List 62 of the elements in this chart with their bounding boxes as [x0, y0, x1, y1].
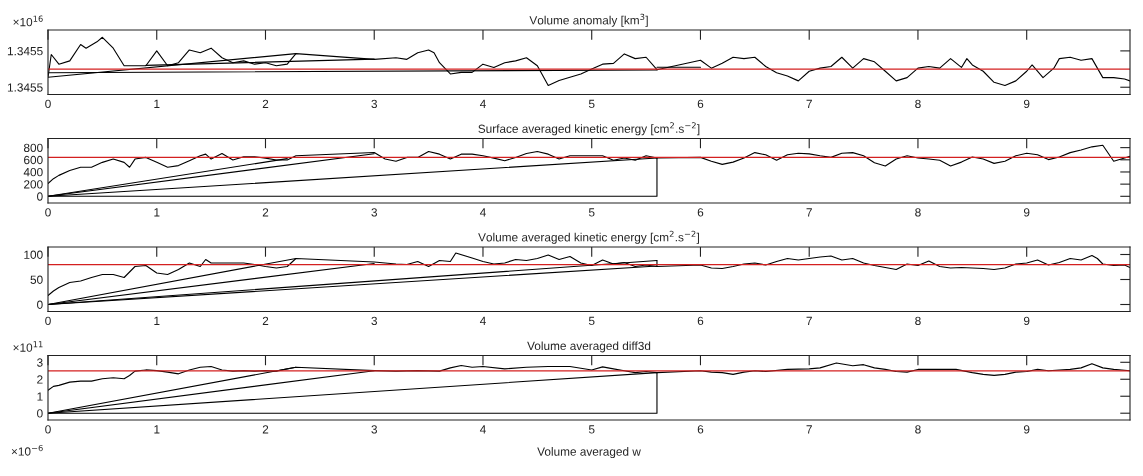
x-tick-label: 3 [371, 99, 377, 109]
x-tick-label: 4 [479, 425, 486, 434]
x-tick-label: 5 [588, 99, 595, 109]
x-tick-label: 9 [1023, 316, 1030, 326]
x-tick-label: 3 [371, 425, 377, 434]
x-tick-label: 4 [479, 99, 486, 108]
y-tick-label: 0 [37, 300, 43, 309]
x-tick-label: 2 [262, 425, 269, 434]
x-tick-label: 7 [806, 208, 812, 217]
x-tick-label: 5 [588, 425, 595, 434]
y-tick-label: 800 [23, 143, 43, 153]
x-tick-label: 7 [806, 99, 812, 108]
y-tick-label: 100 [24, 250, 43, 259]
x-tick-label: 7 [806, 316, 812, 325]
text: ×10$^{−6}$ [11, 444, 43, 456]
x-tick-label: 7 [806, 425, 812, 434]
x-tick-label: 2 [262, 99, 269, 108]
x-tick-label: 5 [588, 316, 595, 326]
x-tick-label: 4 [479, 208, 486, 217]
y-tick-label: 0 [37, 192, 43, 201]
y-tick-label: 400 [23, 168, 43, 177]
x-tick-label: 3 [371, 208, 377, 217]
chart-title: Volume anomaly [km$^{3}$] [529, 13, 648, 27]
x-tick-label: 8 [915, 99, 921, 109]
x-tick-label: 4 [479, 316, 486, 325]
x-tick-label: 9 [1023, 99, 1030, 109]
y-tick-label: 1.3455 [7, 46, 43, 56]
x-tick-label: 8 [915, 316, 921, 326]
x-tick-label: 0 [45, 99, 51, 109]
y-tick-label: 2 [37, 375, 43, 384]
x-tick-label: 9 [1023, 425, 1030, 434]
x-tick-label: 1 [154, 99, 160, 108]
y-tick-label: 1 [37, 392, 43, 401]
x-tick-label: 6 [697, 425, 704, 434]
x-tick-label: 0 [45, 316, 51, 326]
x-tick-label: 3 [371, 316, 377, 326]
x-tick-label: 2 [262, 208, 269, 217]
y-tick-label: 1.3455 [7, 83, 43, 92]
y-tick-label: 3 [37, 358, 43, 367]
x-tick-label: 6 [697, 316, 704, 326]
x-tick-label: 5 [588, 208, 595, 217]
x-tick-label: 1 [154, 208, 160, 217]
x-tick-label: 8 [915, 425, 921, 434]
x-tick-label: 0 [45, 425, 51, 434]
text: ×10$^{11}$ [13, 341, 43, 352]
x-tick-label: 2 [262, 316, 269, 325]
chart-title: Volume averaged diff3d [527, 341, 651, 353]
chart-title: Volume averaged kinetic energy [cm$^{2}$.s$^{−2}$] [478, 230, 699, 244]
x-tick-label: 1 [154, 425, 160, 434]
x-tick-label: 6 [697, 208, 704, 217]
y-tick-label: 0 [37, 409, 43, 418]
text: ×10$^{16}$ [13, 15, 43, 27]
x-tick-label: 8 [915, 208, 921, 217]
y-tick-label: 200 [24, 180, 43, 189]
x-tick-label: 9 [1023, 208, 1030, 217]
x-tick-label: 6 [697, 99, 704, 109]
x-tick-label: 0 [45, 208, 51, 217]
y-tick-label: 50 [30, 275, 43, 284]
x-tick-label: 1 [154, 316, 160, 325]
chart-title: Surface averaged kinetic energy [cm$^{2}$.s$^{−2}$] [478, 122, 700, 136]
y-tick-label: 600 [24, 155, 43, 165]
text: Volume averaged w [537, 447, 641, 459]
